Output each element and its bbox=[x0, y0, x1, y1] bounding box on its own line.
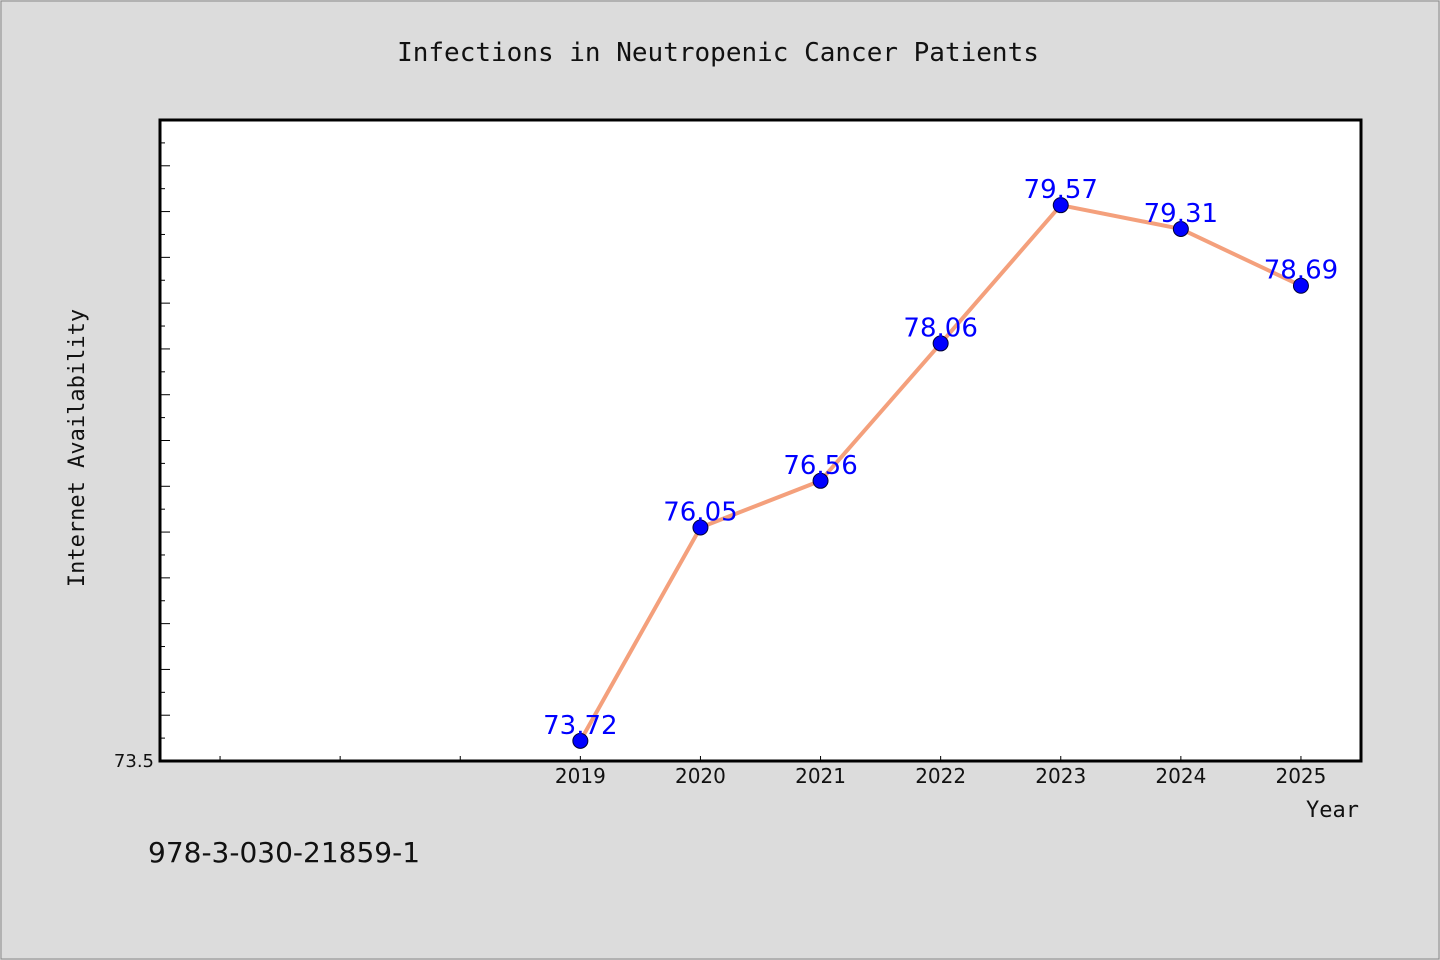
x-tick-label: 2022 bbox=[915, 764, 966, 788]
data-label: 78.69 bbox=[1264, 256, 1338, 286]
data-point bbox=[1172, 220, 1189, 237]
data-label: 73.72 bbox=[543, 711, 617, 741]
data-point bbox=[932, 335, 949, 352]
data-label: 76.56 bbox=[783, 451, 857, 481]
data-labels: 73.72 76.05 76.56 78.06 79.57 79.31 78.69 bbox=[543, 175, 1338, 741]
x-tick-label: 2021 bbox=[795, 764, 846, 788]
caption-isbn: 978-3-030-21859-1 bbox=[148, 836, 420, 869]
data-label: 79.57 bbox=[1024, 175, 1098, 205]
x-tick-label: 2020 bbox=[675, 764, 726, 788]
data-label: 78.06 bbox=[903, 313, 977, 343]
x-tick-label: 2024 bbox=[1155, 764, 1206, 788]
y-axis-title: Internet Availability bbox=[65, 309, 90, 587]
data-point bbox=[1292, 277, 1309, 294]
plot-frame bbox=[158, 118, 1363, 763]
data-markers bbox=[572, 197, 1309, 749]
x-tick-label: 2025 bbox=[1275, 764, 1326, 788]
data-point bbox=[1052, 197, 1069, 214]
data-label: 76.05 bbox=[663, 497, 737, 527]
data-point bbox=[572, 732, 589, 749]
y-tick-labels: 73.5 bbox=[114, 751, 154, 772]
data-point bbox=[692, 519, 709, 536]
y-tick-label: 73.5 bbox=[114, 751, 154, 772]
x-tick-label: 2023 bbox=[1035, 764, 1086, 788]
x-axis-title: Year bbox=[1306, 798, 1359, 823]
x-tick-labels: 2019 2020 2021 2022 2023 2024 2025 bbox=[555, 764, 1327, 788]
data-label: 79.31 bbox=[1144, 199, 1218, 229]
data-point bbox=[812, 472, 829, 489]
chart-title: Infections in Neutropenic Cancer Patient… bbox=[397, 38, 1039, 68]
x-tick-label: 2019 bbox=[555, 764, 606, 788]
